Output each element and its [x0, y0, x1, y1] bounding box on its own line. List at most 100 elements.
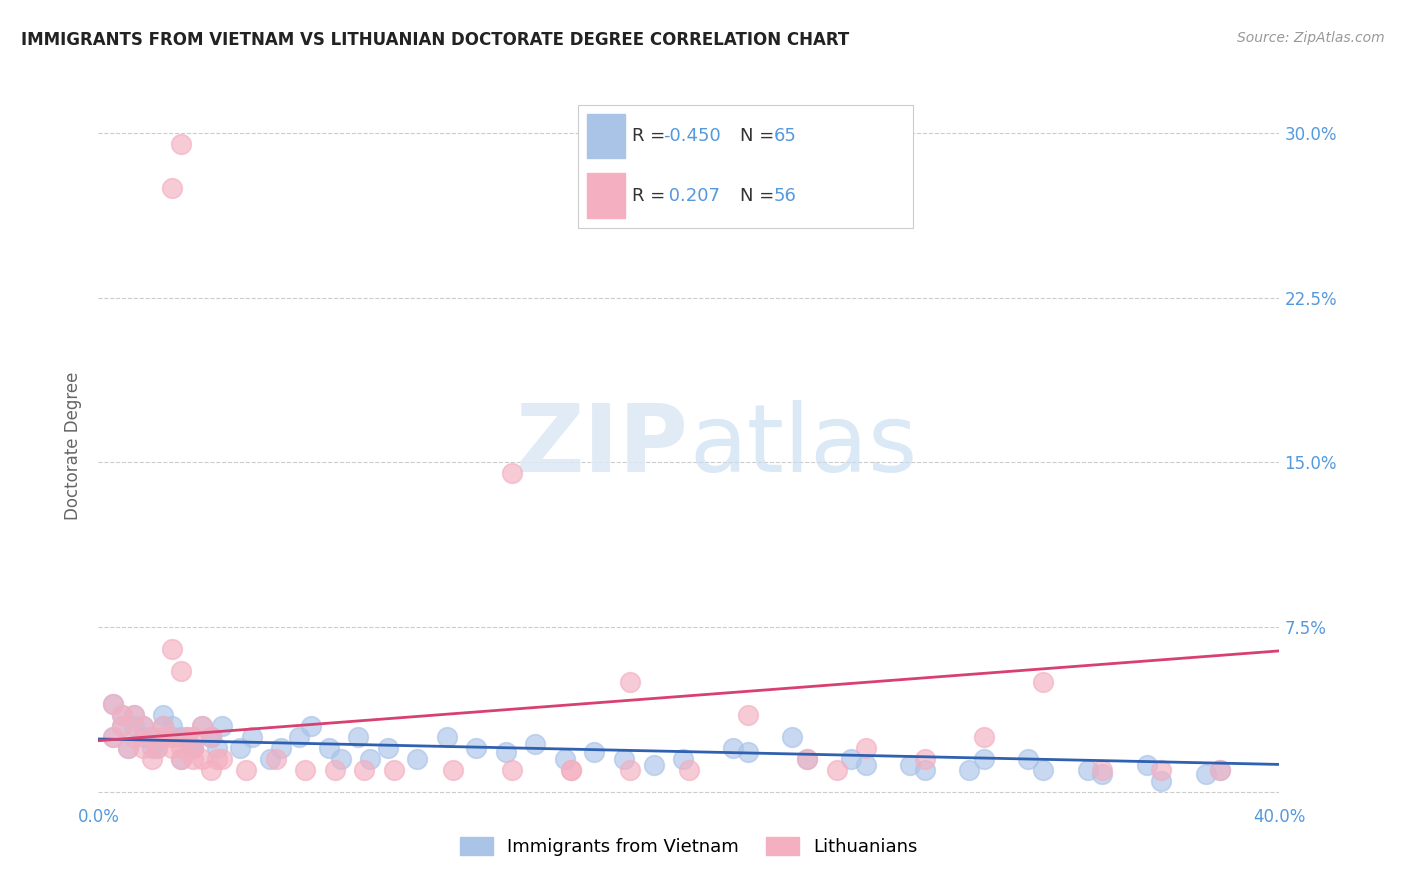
Point: [132, 740, 155, 755]
Text: ZIP: ZIP: [516, 400, 689, 492]
Point: [181, 740, 204, 755]
Point: [162, 730, 183, 744]
Point: [1136, 758, 1159, 772]
Point: [1018, 752, 1040, 766]
Point: [855, 740, 877, 755]
Point: [347, 730, 370, 744]
Point: [353, 763, 375, 777]
Point: [672, 752, 695, 766]
Point: [465, 740, 488, 755]
Point: [162, 181, 183, 195]
Point: [103, 697, 125, 711]
Point: [181, 740, 204, 755]
Text: -0.450: -0.450: [664, 128, 721, 145]
Point: [737, 745, 759, 759]
Point: [176, 730, 198, 744]
Point: [1091, 763, 1114, 777]
Point: [146, 740, 169, 755]
Point: [1150, 763, 1173, 777]
Point: [737, 708, 759, 723]
Point: [211, 719, 233, 733]
Point: [524, 737, 547, 751]
Point: [1209, 763, 1232, 777]
Point: [914, 752, 936, 766]
Point: [132, 719, 155, 733]
Point: [240, 730, 263, 744]
Text: R =: R =: [633, 128, 671, 145]
Point: [111, 719, 134, 733]
Point: [619, 675, 641, 690]
Point: [270, 740, 292, 755]
Point: [723, 740, 745, 755]
Point: [191, 752, 214, 766]
Point: [103, 730, 125, 744]
Point: [377, 740, 399, 755]
Point: [211, 752, 233, 766]
Point: [141, 740, 163, 755]
Point: [132, 719, 155, 733]
Point: [103, 697, 125, 711]
Point: [141, 730, 163, 744]
Text: 56: 56: [773, 186, 797, 204]
Point: [162, 719, 183, 733]
Point: [855, 758, 877, 772]
Point: [973, 730, 995, 744]
Point: [1077, 763, 1099, 777]
Text: N =: N =: [740, 186, 780, 204]
Point: [152, 708, 174, 723]
Point: [170, 740, 193, 755]
Legend: Immigrants from Vietnam, Lithuanians: Immigrants from Vietnam, Lithuanians: [451, 828, 927, 865]
Point: [900, 758, 922, 772]
Point: [111, 708, 134, 723]
Point: [318, 740, 340, 755]
Point: [959, 763, 981, 777]
Point: [796, 752, 818, 766]
Point: [170, 664, 193, 678]
Point: [329, 752, 352, 766]
Point: [1032, 675, 1054, 690]
Point: [782, 730, 804, 744]
Text: atlas: atlas: [689, 400, 917, 492]
Point: [288, 730, 311, 744]
FancyBboxPatch shape: [588, 114, 626, 159]
Point: [117, 740, 139, 755]
Point: [323, 763, 346, 777]
Point: [181, 740, 204, 755]
Point: [554, 752, 576, 766]
Point: [1032, 763, 1054, 777]
Y-axis label: Doctorate Degree: Doctorate Degree: [65, 372, 83, 520]
Point: [152, 719, 174, 733]
Point: [122, 730, 145, 744]
Point: [122, 708, 145, 723]
Point: [141, 730, 163, 744]
Point: [914, 763, 936, 777]
Point: [841, 752, 863, 766]
Point: [162, 642, 183, 657]
Point: [170, 137, 193, 152]
Point: [170, 730, 193, 744]
Point: [170, 752, 193, 766]
Point: [162, 730, 183, 744]
Point: [146, 740, 169, 755]
Text: N =: N =: [740, 128, 780, 145]
Point: [170, 752, 193, 766]
Point: [583, 745, 606, 759]
Point: [162, 740, 183, 755]
Point: [359, 752, 381, 766]
Point: [1195, 767, 1218, 781]
Point: [152, 719, 174, 733]
Point: [200, 763, 222, 777]
Point: [796, 752, 818, 766]
Point: [619, 763, 641, 777]
Point: [441, 763, 464, 777]
Point: [294, 763, 316, 777]
Point: [501, 467, 523, 481]
Point: [181, 730, 204, 744]
Point: [259, 752, 281, 766]
Point: [613, 752, 636, 766]
Point: [200, 730, 222, 744]
Point: [643, 758, 665, 772]
Point: [1091, 767, 1114, 781]
Text: 65: 65: [773, 128, 797, 145]
FancyBboxPatch shape: [588, 173, 626, 218]
